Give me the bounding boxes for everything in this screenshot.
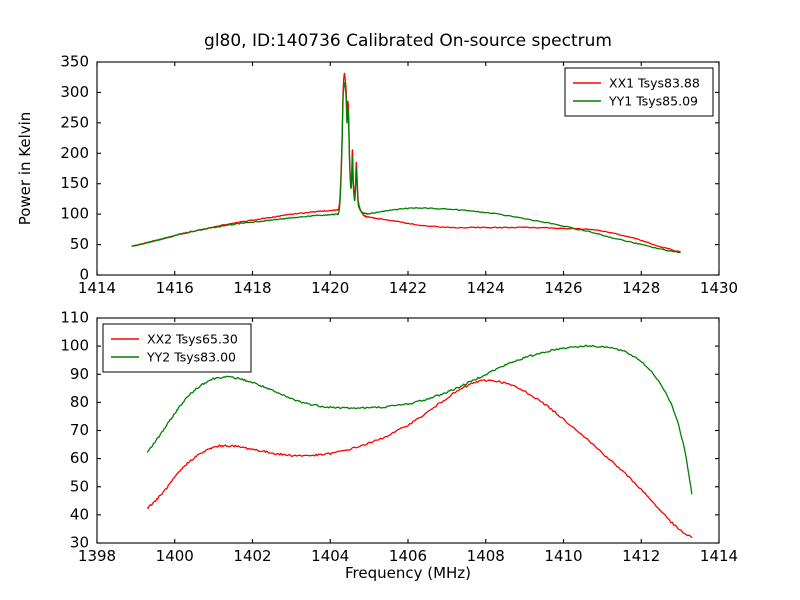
x-axis-label: Frequency (MHz) [345,564,471,582]
y-tick-label: 250 [60,113,89,131]
x-tick-label: 1420 [311,279,349,297]
y-tick-label: 70 [70,421,89,439]
x-tick-label: 1430 [700,279,738,297]
series-line-xx2 [146,379,693,539]
y-tick-label: 150 [60,174,89,192]
y-tick-label: 350 [60,53,89,71]
x-tick-label: 1418 [233,279,271,297]
y-tick-label: 50 [70,477,89,495]
x-tick-label: 1398 [78,547,116,565]
page-title: gl80, ID:140736 Calibrated On-source spe… [204,31,612,51]
x-tick-label: 1428 [622,279,660,297]
y-tick-label: 90 [70,365,89,383]
x-tick-label: 1406 [389,547,427,565]
x-tick-label: 1414 [78,279,116,297]
legend-item-label: YY1 Tsys85.09 [608,94,698,109]
y-tick-label: 200 [60,144,89,162]
bottom-spectrum-panel: 1398 1400 1402 1404 1406 1408 1410 1412 1414 30 40… [60,309,738,583]
y-tick-label: 60 [70,449,89,467]
top-spectrum-panel: 1414 1416 1418 1420 1422 1424 1426 1428 1430 0 50 1… [16,53,738,298]
series-line-yy2 [146,344,693,495]
y-axis-label: Power in Kelvin [16,112,34,226]
y-tick-label: 80 [70,393,89,411]
legend-item-label: XX2 Tsys65.30 [147,332,238,347]
x-tick-label: 1402 [233,547,271,565]
x-tick-label: 1400 [156,547,194,565]
y-tick-label: 50 [70,235,89,253]
x-tick-label: 1414 [700,547,738,565]
y-tick-label: 100 [60,337,89,355]
legend: XX1 Tsys83.88 YY1 Tsys85.09 [564,67,714,117]
data-series-group [146,344,693,539]
data-series-group [131,72,681,254]
legend-item-label: YY2 Tsys83.00 [146,350,236,365]
x-tick-label: 1408 [467,547,505,565]
x-tick-label: 1424 [467,279,505,297]
y-tick-label: 110 [60,309,89,327]
y-tick-label: 0 [79,266,89,284]
y-tick-label: 100 [60,205,89,223]
y-tick-label: 40 [70,505,89,523]
x-tick-label: 1422 [389,279,427,297]
legend-item-label: XX1 Tsys83.88 [609,76,700,91]
x-tick-label: 1426 [544,279,582,297]
x-tick-label: 1412 [622,547,660,565]
x-tick-label: 1416 [156,279,194,297]
x-tick-label: 1410 [544,547,582,565]
x-tick-label: 1404 [311,547,349,565]
y-tick-label: 300 [60,83,89,101]
y-tick-label: 30 [70,534,89,552]
series-line-yy1 [131,82,681,254]
legend: XX2 Tsys65.30 YY2 Tsys83.00 [102,323,252,373]
